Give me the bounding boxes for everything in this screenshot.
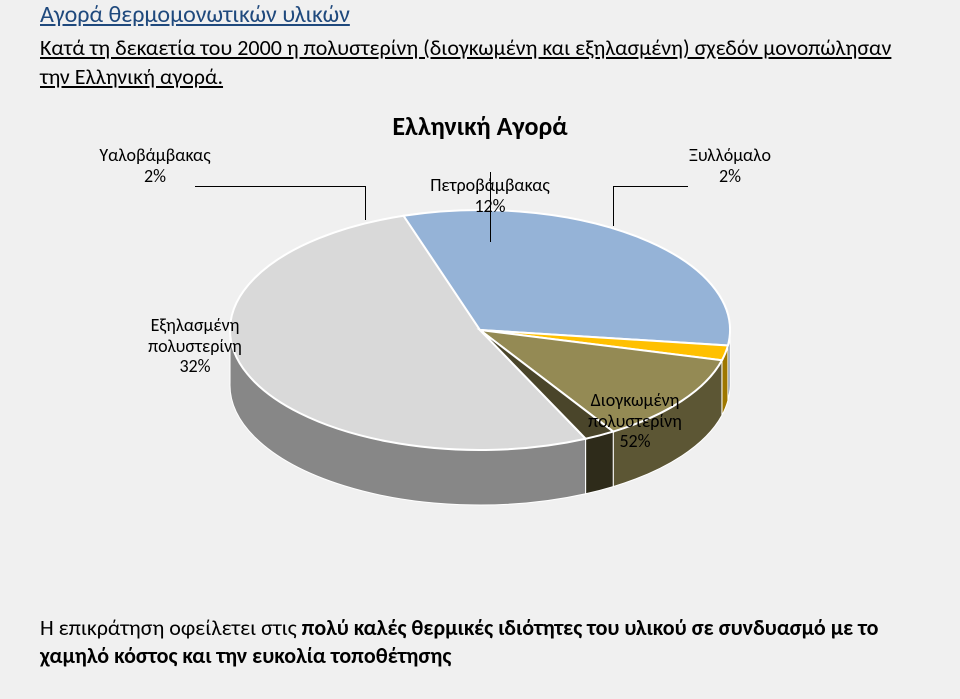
label-glasswool: Υαλοβάμβακας 2%	[80, 145, 230, 186]
leader-rockwool-v	[490, 172, 491, 242]
intro-text: Κατά τη δεκαετία του 2000 η πολυστερίνη …	[40, 34, 920, 91]
label-expanded-poly: Διογκωμένη πολυστερίνη 52%	[560, 390, 710, 452]
leader-woodwool-v	[613, 186, 614, 226]
footer-text: Η επικράτηση οφείλετει στις πολύ καλές θ…	[40, 614, 920, 669]
leader-glasswool-v	[365, 186, 366, 220]
label-extruded-poly: Εξηλασμένη πολυστερίνη 32%	[120, 315, 270, 377]
page-title: Αγορά θερμομονωτικών υλικών	[40, 0, 350, 29]
label-woodwool: Ξυλλόμαλο 2%	[665, 145, 795, 186]
leader-woodwool-h	[613, 186, 688, 187]
leader-glasswool-h	[195, 186, 365, 187]
chart-title: Ελληνική Αγορά	[0, 110, 960, 142]
